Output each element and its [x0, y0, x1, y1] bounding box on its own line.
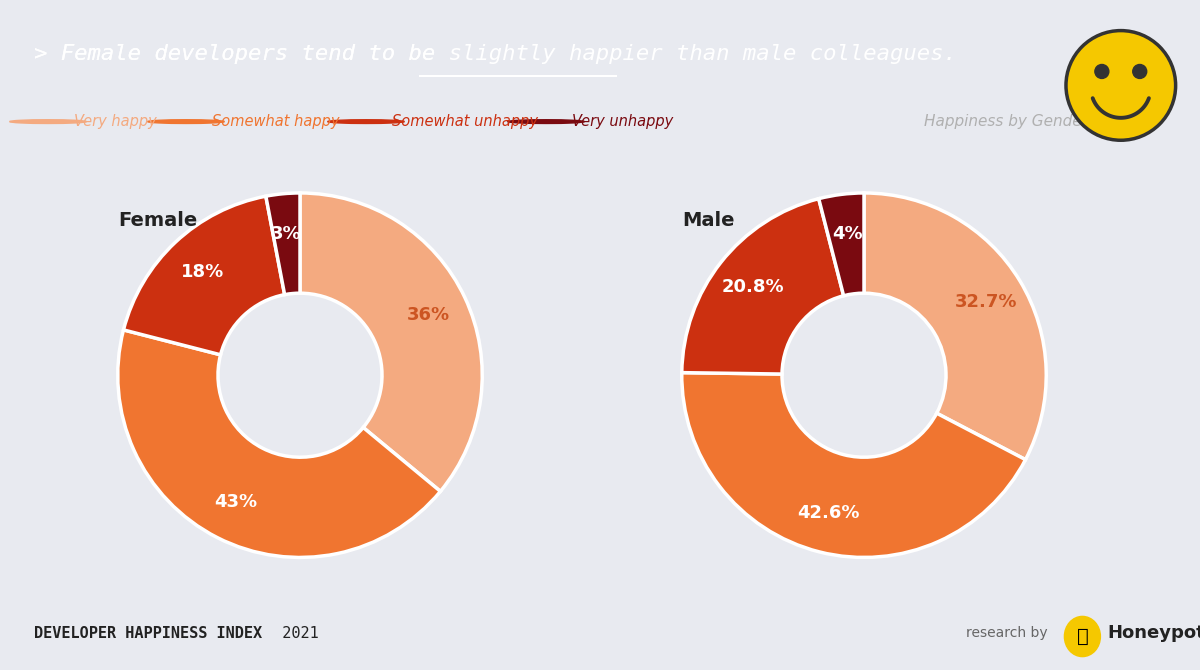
- Text: Male: Male: [682, 211, 734, 230]
- Text: > Female developers tend to be: > Female developers tend to be: [34, 44, 449, 64]
- Circle shape: [1133, 64, 1147, 78]
- Text: Somewhat unhappy: Somewhat unhappy: [392, 114, 539, 129]
- Wedge shape: [266, 193, 300, 295]
- Text: 36%: 36%: [407, 306, 450, 324]
- Text: 3%: 3%: [271, 224, 302, 243]
- Text: Very happy: Very happy: [74, 114, 157, 129]
- Text: Honeypot: Honeypot: [1108, 624, 1200, 642]
- Wedge shape: [864, 193, 1046, 460]
- Text: 20.8%: 20.8%: [721, 277, 784, 295]
- Circle shape: [328, 120, 404, 123]
- Circle shape: [10, 120, 86, 123]
- Wedge shape: [682, 373, 1026, 557]
- Text: 32.7%: 32.7%: [954, 293, 1016, 311]
- Text: research by: research by: [966, 626, 1048, 640]
- Wedge shape: [300, 193, 482, 491]
- Circle shape: [148, 120, 224, 123]
- Text: 🐝: 🐝: [1076, 627, 1088, 646]
- Text: > Female developers tend to be slightly happier than male colleagues.: > Female developers tend to be slightly …: [34, 44, 956, 64]
- Wedge shape: [124, 196, 284, 355]
- Circle shape: [1066, 31, 1176, 140]
- Text: Somewhat happy: Somewhat happy: [212, 114, 340, 129]
- Circle shape: [1094, 64, 1109, 78]
- Text: 43%: 43%: [214, 493, 257, 511]
- Text: 4%: 4%: [832, 225, 863, 243]
- Text: > Female developers tend to be slightly happier than male colleagues.: > Female developers tend to be slightly …: [34, 44, 956, 64]
- Text: DEVELOPER HAPPINESS INDEX: DEVELOPER HAPPINESS INDEX: [34, 626, 262, 641]
- Wedge shape: [818, 193, 864, 295]
- Text: Very unhappy: Very unhappy: [572, 114, 673, 129]
- Circle shape: [1064, 616, 1100, 657]
- Circle shape: [508, 120, 584, 123]
- Wedge shape: [118, 330, 440, 557]
- Wedge shape: [682, 199, 844, 374]
- Text: > Female developers tend to be slightly happier: > Female developers tend to be slightly …: [34, 44, 662, 64]
- Text: Happiness by Gender: Happiness by Gender: [924, 114, 1088, 129]
- Text: Female: Female: [118, 211, 197, 230]
- Text: 18%: 18%: [181, 263, 224, 281]
- Text: 42.6%: 42.6%: [797, 504, 860, 522]
- Text: 2021: 2021: [264, 626, 319, 641]
